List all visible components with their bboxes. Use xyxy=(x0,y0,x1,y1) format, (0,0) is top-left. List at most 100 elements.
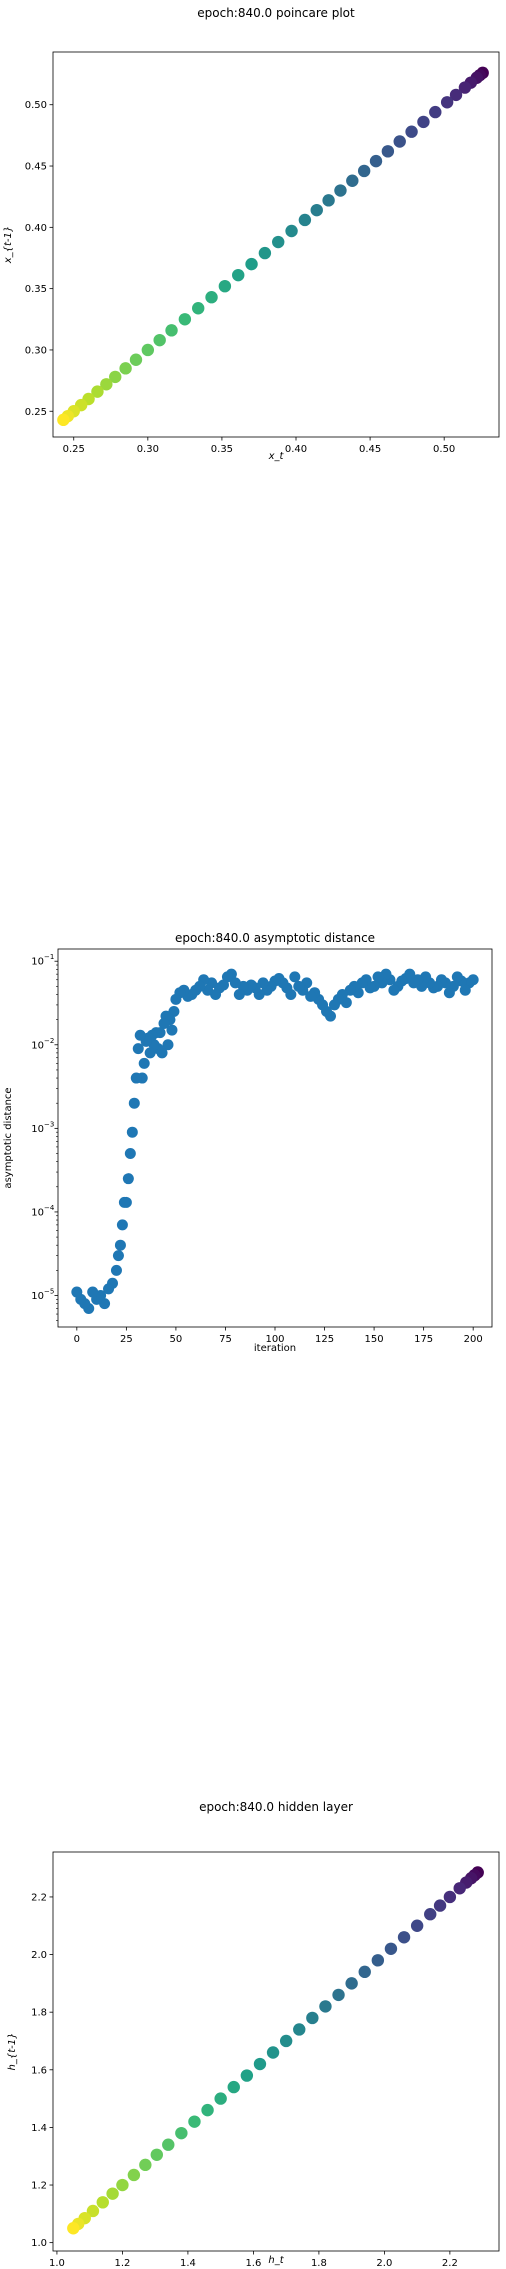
data-point xyxy=(381,145,395,158)
data-point xyxy=(128,1097,140,1109)
data-point xyxy=(369,154,383,168)
x-tick-label: 25 xyxy=(120,1334,133,1345)
data-point xyxy=(306,2011,319,2025)
data-point xyxy=(116,1219,128,1231)
data-point xyxy=(332,1988,345,2002)
y-tick-label: 1.0 xyxy=(31,2238,47,2249)
data-point xyxy=(119,362,132,375)
data-point xyxy=(178,313,192,326)
data-point xyxy=(451,971,463,983)
data-point xyxy=(322,194,335,207)
data-point xyxy=(433,1899,447,1912)
data-point xyxy=(141,343,155,357)
x-tick-label: 2.2 xyxy=(442,2258,458,2269)
data-point xyxy=(129,353,143,366)
data-point xyxy=(188,2115,201,2128)
chart-3: epoch:840.0 hidden layer 1.0 1.2 1.4 1.6 1.8 2… xyxy=(7,1800,500,2269)
axes-frame xyxy=(52,51,500,438)
data-point xyxy=(285,224,298,238)
data-point xyxy=(266,2046,280,2059)
x-tick-label: 2.0 xyxy=(376,2258,392,2269)
data-point xyxy=(279,2034,293,2048)
x-tick-label: 0.40 xyxy=(285,444,307,455)
data-point xyxy=(130,1072,142,1084)
data-point xyxy=(293,980,305,992)
data-point xyxy=(112,1250,124,1262)
data-point xyxy=(139,2158,152,2172)
x-tick-label: 0.35 xyxy=(211,444,233,455)
x-axis-label: h_t xyxy=(268,2255,284,2266)
data-point xyxy=(165,324,178,337)
y-tick-exponent: −3 xyxy=(44,1120,54,1128)
x-tick-label: 150 xyxy=(365,1334,384,1345)
x-tick-label: 0.50 xyxy=(433,444,455,455)
y-tick-label: 10 xyxy=(31,1207,44,1218)
data-point xyxy=(371,1954,385,1967)
data-point xyxy=(158,1017,170,1029)
data-point xyxy=(429,105,442,119)
data-point xyxy=(328,999,340,1011)
data-point xyxy=(114,1239,126,1251)
x-tick-label: 1.8 xyxy=(311,2258,327,2269)
data-point xyxy=(417,115,430,129)
data-point xyxy=(175,2126,188,2140)
data-point xyxy=(86,2204,100,2218)
x-tick-label: 0.45 xyxy=(359,444,381,455)
data-point xyxy=(227,2080,240,2094)
data-point xyxy=(218,279,232,293)
data-point xyxy=(334,184,347,197)
chart-title: epoch:840.0 poincare plot xyxy=(197,6,355,20)
data-point xyxy=(393,135,406,148)
y-tick-exponent: −1 xyxy=(44,953,54,961)
data-point xyxy=(229,977,241,989)
x-tick-label: 1.2 xyxy=(114,2258,130,2269)
data-point xyxy=(410,1919,424,1932)
chart-title: epoch:840.0 hidden layer xyxy=(199,1800,353,1814)
y-tick-label: 10 xyxy=(31,957,44,968)
data-point xyxy=(397,1931,411,1944)
data-point xyxy=(440,96,454,109)
data-point xyxy=(192,302,205,315)
data-point xyxy=(257,977,269,989)
data-point xyxy=(153,333,166,347)
data-point xyxy=(305,990,317,1002)
data-point xyxy=(100,378,113,391)
y-tick-label: 10 xyxy=(31,1040,44,1051)
data-point xyxy=(459,984,471,996)
x-tick-label: 1.6 xyxy=(245,2258,261,2269)
data-point xyxy=(424,1908,437,1921)
data-point xyxy=(298,213,312,227)
y-tick-label: 0.25 xyxy=(25,407,47,418)
x-tick-label: 200 xyxy=(464,1334,483,1345)
x-tick-label: 125 xyxy=(315,1334,334,1345)
y-tick-label: 2.0 xyxy=(31,1950,47,1961)
data-point xyxy=(443,987,455,999)
y-tick-label: 0.40 xyxy=(25,223,47,234)
data-point xyxy=(458,81,472,94)
x-tick-label: 1.0 xyxy=(49,2258,65,2269)
y-tick-exponent: −2 xyxy=(44,1037,54,1045)
data-point xyxy=(138,1057,150,1069)
data-point xyxy=(57,413,70,427)
y-axis-label: asymptotic distance xyxy=(3,1087,14,1188)
data-point xyxy=(372,971,384,983)
data-point xyxy=(96,2196,109,2209)
x-tick-label: 0.30 xyxy=(137,444,159,455)
data-point xyxy=(170,993,182,1005)
data-point xyxy=(214,2092,227,2105)
data-point xyxy=(272,235,285,249)
x-axis-label: iteration xyxy=(254,1343,296,1354)
chart-2: epoch:840.0 asymptotic distance 0 25 50 75 10… xyxy=(3,931,493,1354)
x-tick-label: 1.4 xyxy=(180,2258,196,2269)
data-point xyxy=(122,1173,134,1185)
data-point xyxy=(109,370,122,384)
y-tick-label: 0.45 xyxy=(25,162,47,173)
y-tick-label: 0.50 xyxy=(25,100,47,111)
x-tick-label: 0 xyxy=(74,1334,80,1345)
data-point xyxy=(449,88,463,102)
data-point xyxy=(144,1047,156,1059)
data-point xyxy=(127,2168,141,2182)
data-point xyxy=(232,268,245,282)
data-point xyxy=(71,1286,83,1298)
